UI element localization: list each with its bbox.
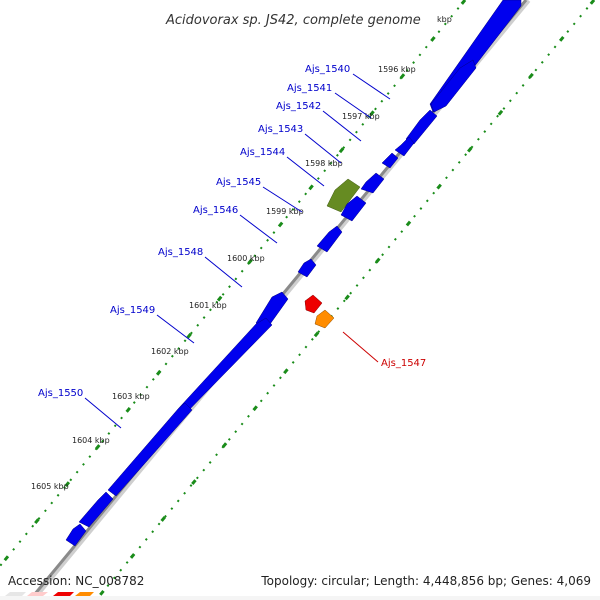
topology-text: Topology: circular; Length: 4,448,856 bp… [261,574,591,588]
gene-block[interactable] [394,136,415,157]
gene-label-ajs-1546[interactable]: Ajs_1546 [193,205,238,216]
gene-label-ajs-1548[interactable]: Ajs_1548 [158,247,203,258]
gene-label-leader [204,256,243,288]
gene-block[interactable] [405,109,438,145]
gene-label-leader [334,92,372,119]
gene-label-ajs-1550[interactable]: Ajs_1550 [38,388,83,399]
gene-block[interactable] [107,402,193,497]
gene-label-leader [239,214,278,244]
gene-block[interactable] [255,291,289,328]
inner-major-ticks [94,0,596,600]
ruler-label: 1599 kbp [266,207,304,216]
ruler-label: 1596 kbp [378,65,416,74]
ruler-label: 1601 kbp [189,301,227,310]
overview-strip [0,592,600,600]
gene-label-leader [342,331,379,363]
overview-base [0,596,600,600]
ruler-label: 1602 kbp [151,347,189,356]
gene-block[interactable] [340,195,367,222]
gene-block[interactable] [316,225,343,253]
gene-label-ajs-1549[interactable]: Ajs_1549 [110,305,155,316]
gene-block[interactable] [297,258,317,278]
gene-label-leader [84,397,122,429]
gene-label-ajs-1544[interactable]: Ajs_1544 [240,147,285,158]
gene-label-ajs-1547[interactable]: Ajs_1547 [381,358,426,369]
map-title-unit: kbp [437,15,452,24]
ruler-label: 1603 kbp [112,392,150,401]
accession-text: Accession: NC_008782 [8,574,145,588]
ruler-label: 1600 kbp [227,254,265,263]
gene-block[interactable] [78,491,114,528]
outer-tick-line [0,0,466,567]
gene-label-ajs-1542[interactable]: Ajs_1542 [276,101,321,112]
gene-label-ajs-1540[interactable]: Ajs_1540 [305,64,350,75]
reverse-strand-genes [304,294,335,329]
ruler-label: 1597 kbp [342,112,380,121]
gene-block[interactable] [381,152,399,169]
gene-label-leader [304,133,342,164]
gene-block[interactable] [177,317,273,415]
gene-label-leader [156,314,195,344]
outer-major-ticks [0,0,467,567]
gene-block[interactable] [430,59,477,113]
gene-label-leader [322,110,362,142]
ruler-label: 1605 kbp [31,482,69,491]
map-title: Acidovorax sp. JS42, complete genome [165,13,421,28]
gene-label-leader [286,156,325,187]
gene-block-ajs-1545[interactable] [326,178,361,213]
gene-block[interactable] [65,523,87,547]
gene-label-ajs-1541[interactable]: Ajs_1541 [287,83,332,94]
gene-label-ajs-1543[interactable]: Ajs_1543 [258,124,303,135]
forward-strand-genes [65,0,522,547]
ruler-label: 1598 kbp [305,159,343,168]
gene-label-ajs-1545[interactable]: Ajs_1545 [216,177,261,188]
gene-block-ajs-1547[interactable] [314,309,335,329]
ruler-label: 1604 kbp [72,436,110,445]
gene-block-ajs-1547-red[interactable] [304,294,323,314]
gene-block[interactable] [360,172,385,194]
labels-layer: 1596 kbp 1597 kbp 1598 kbp 1599 kbp 1600 kbp… [31,64,426,491]
gene-label-leader [262,186,303,213]
gene-label-leader [352,73,391,100]
